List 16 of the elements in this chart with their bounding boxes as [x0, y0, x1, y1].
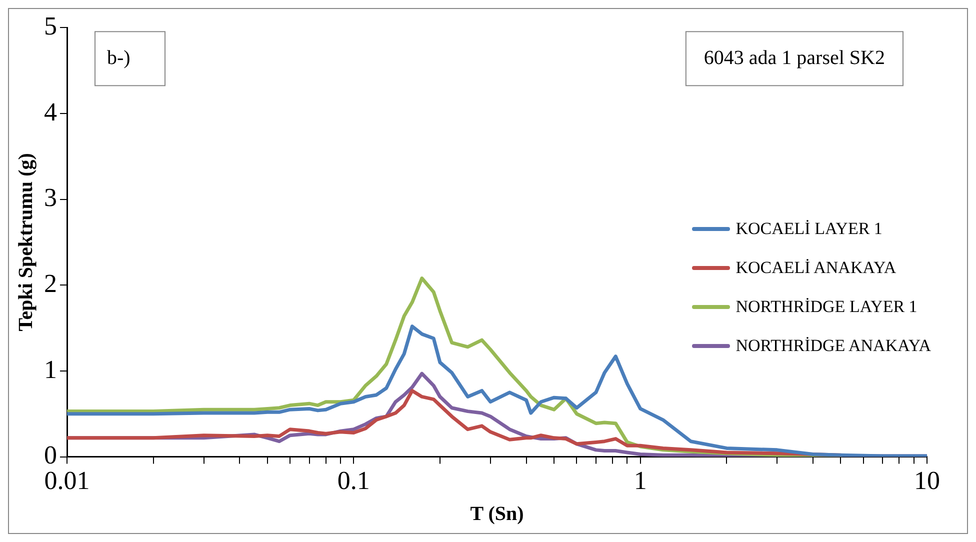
annotation: b-): [107, 46, 130, 69]
x-tick-label: 10: [914, 466, 940, 496]
x-tick-label: 1: [634, 466, 647, 496]
y-tick-label: 3: [44, 183, 57, 212]
y-axis-title: Tepki Spektrumu (g): [15, 153, 38, 332]
x-tick-label: 0.1: [337, 466, 370, 496]
y-tick-label: 1: [44, 354, 57, 384]
legend-label: NORTHRİDGE LAYER 1: [736, 296, 918, 316]
annotation: 6043 ada 1 parsel SK2: [704, 46, 886, 69]
legend-label: KOCAELİ ANAKAYA: [736, 258, 896, 278]
y-tick-label: 5: [44, 11, 57, 40]
y-tick-label: 2: [44, 268, 57, 298]
x-axis-title: T (Sn): [470, 503, 524, 526]
legend-label: NORTHRİDGE ANAKAYA: [736, 336, 931, 356]
legend-label: KOCAELİ LAYER 1: [736, 218, 882, 238]
y-tick-label: 4: [44, 97, 57, 126]
